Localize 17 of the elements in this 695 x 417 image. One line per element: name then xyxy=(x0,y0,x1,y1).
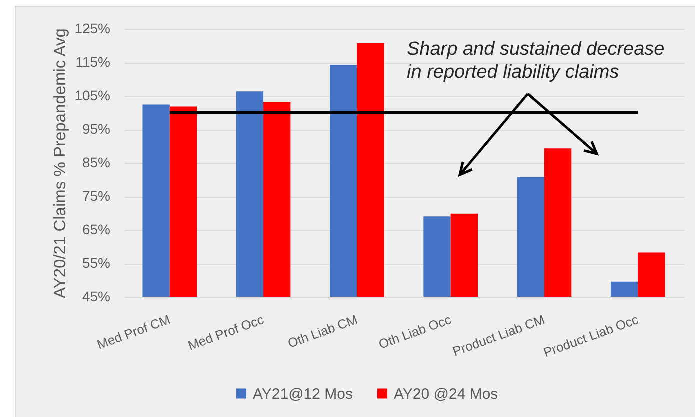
x-tick-label: Med Prof Occ xyxy=(186,312,266,354)
y-tick-label: 115% xyxy=(76,54,110,70)
x-tick-label: Med Prof CM xyxy=(95,312,172,352)
y-tick-label: 95% xyxy=(82,121,110,137)
legend-label: AY21@12 Mos xyxy=(253,386,353,403)
x-tick-label: Oth Liab Occ xyxy=(376,312,454,352)
y-tick-label: 55% xyxy=(82,255,110,271)
y-tick-label: 75% xyxy=(82,188,110,204)
y-tick-label: 125% xyxy=(74,20,110,36)
y-axis-title: AY20/21 Claims % Prepandemic Avg xyxy=(52,28,70,298)
y-tick-label: 105% xyxy=(74,88,110,104)
y-tick-label: 45% xyxy=(82,288,110,304)
annotation: Sharp and sustained decrease in reported liability claims xyxy=(407,39,665,83)
legend-label: AY20 @24 Mos xyxy=(394,386,498,403)
y-tick-label: 65% xyxy=(82,222,110,238)
x-tick-label: Oth Liab CM xyxy=(286,312,360,352)
y-tick-label: 85% xyxy=(82,154,110,170)
